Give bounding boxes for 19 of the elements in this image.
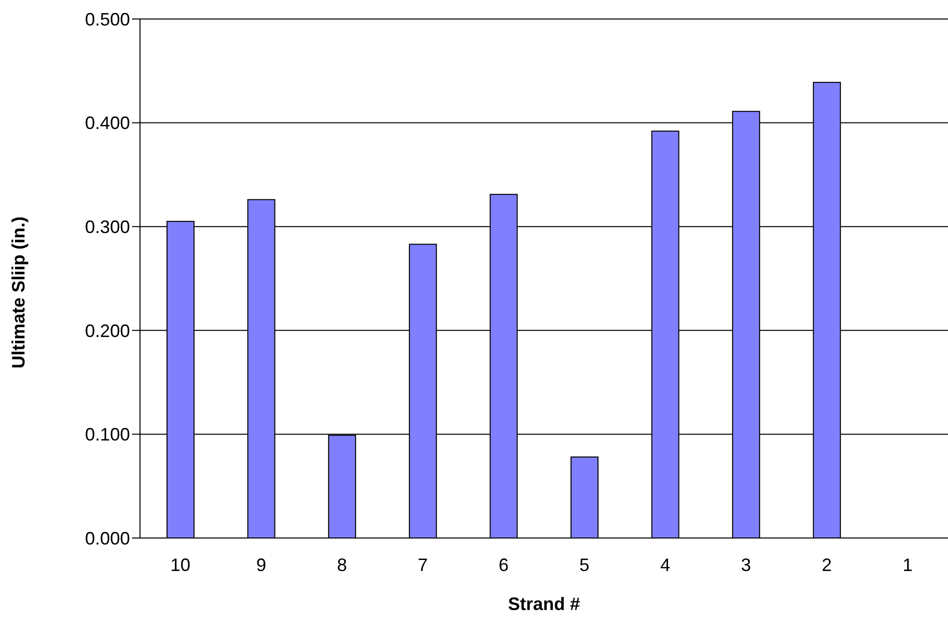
y-tick-label: 0.100 <box>84 424 130 445</box>
y-tick-label: 0.000 <box>84 528 130 548</box>
x-tick-label: 3 <box>740 554 752 575</box>
x-tick-label: 8 <box>336 554 348 575</box>
y-tick-label: 0.400 <box>84 113 130 134</box>
x-tick-label: 2 <box>822 554 832 575</box>
x-tick-label: 1 <box>902 554 913 575</box>
x-tick-label: 9 <box>256 554 266 575</box>
bar <box>570 456 598 538</box>
x-tick-label: 6 <box>498 554 509 575</box>
x-tick-label: 4 <box>660 554 670 575</box>
x-tick-label: 5 <box>579 554 590 575</box>
y-tick-label: 0.200 <box>84 320 130 341</box>
x-tick-label: 10 <box>170 554 190 575</box>
y-tick-label: 0.300 <box>84 216 130 237</box>
x-tick-label: 7 <box>418 554 428 575</box>
y-tick-label: 0.500 <box>84 9 130 30</box>
y-axis-title: Ultimate Sliip (in.) <box>8 216 28 368</box>
x-axis-title: Strand # <box>508 594 580 614</box>
